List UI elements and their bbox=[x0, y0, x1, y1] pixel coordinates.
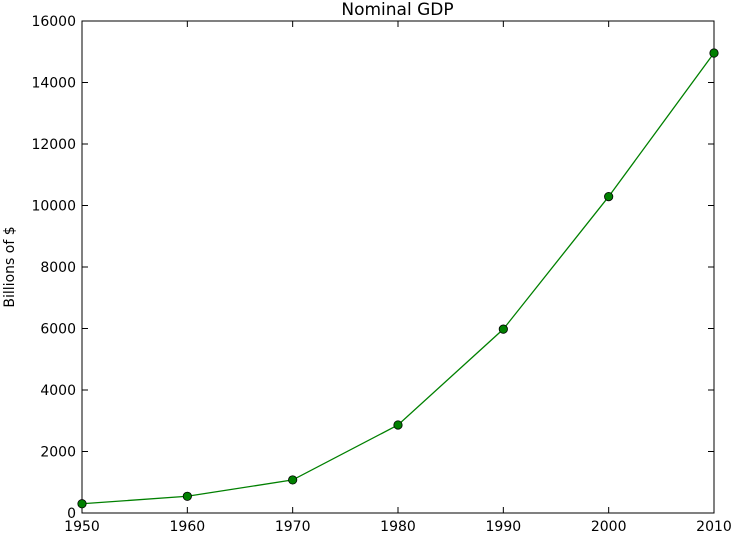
y-tick-label: 12000 bbox=[31, 137, 76, 153]
y-tick-label: 16000 bbox=[31, 14, 76, 30]
y-tick-label: 4000 bbox=[40, 383, 76, 399]
y-tick-label: 2000 bbox=[40, 445, 76, 461]
y-tick-label: 0 bbox=[67, 506, 76, 522]
data-point bbox=[182, 491, 192, 501]
y-tick-label: 10000 bbox=[31, 199, 76, 215]
data-point bbox=[498, 324, 508, 334]
x-tick-label: 1980 bbox=[380, 519, 416, 533]
plot-area-frame bbox=[81, 20, 715, 514]
data-point bbox=[709, 48, 719, 58]
x-tick-label: 2000 bbox=[591, 519, 627, 533]
y-axis-label: Billions of $ bbox=[2, 226, 18, 307]
data-point bbox=[77, 499, 87, 509]
data-point bbox=[604, 191, 614, 202]
x-tick-label: 1960 bbox=[170, 519, 206, 533]
data-point bbox=[288, 475, 298, 485]
y-tick-label: 6000 bbox=[40, 322, 76, 338]
data-point bbox=[393, 420, 403, 430]
x-tick-label: 1970 bbox=[275, 519, 311, 533]
series-layer bbox=[77, 48, 719, 509]
y-tick-label: 8000 bbox=[40, 260, 76, 276]
y-tick-label: 14000 bbox=[31, 76, 76, 92]
x-tick-label: 1990 bbox=[486, 519, 522, 533]
axis-ticks: 1950 1960 1970 1980 1990 2000 2010 0 2000 4000 600… bbox=[31, 14, 731, 533]
chart-title: Nominal GDP bbox=[341, 0, 453, 20]
x-tick-label: 1950 bbox=[64, 519, 100, 533]
series-line bbox=[81, 52, 715, 505]
x-tick-label: 2010 bbox=[696, 519, 732, 533]
